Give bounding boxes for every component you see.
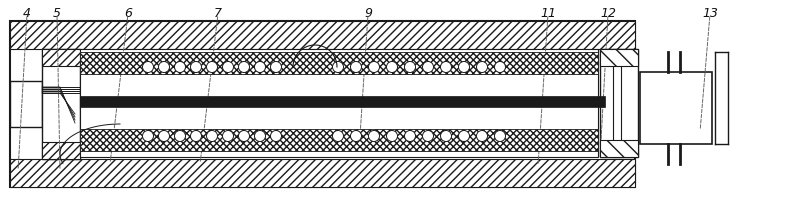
Circle shape <box>270 62 282 73</box>
Circle shape <box>333 62 343 73</box>
Circle shape <box>142 131 154 142</box>
Circle shape <box>238 131 250 142</box>
Text: 13: 13 <box>702 7 718 20</box>
Circle shape <box>386 131 398 142</box>
Circle shape <box>222 62 234 73</box>
Circle shape <box>333 131 343 142</box>
Circle shape <box>158 62 170 73</box>
Circle shape <box>190 131 202 142</box>
Circle shape <box>494 131 506 142</box>
Bar <box>600 140 638 157</box>
Text: 6: 6 <box>124 7 132 20</box>
Circle shape <box>458 131 470 142</box>
Circle shape <box>477 62 487 73</box>
Bar <box>600 50 638 67</box>
Text: 7: 7 <box>214 7 222 20</box>
Circle shape <box>386 62 398 73</box>
Circle shape <box>238 62 250 73</box>
Bar <box>42 50 80 67</box>
Circle shape <box>422 62 434 73</box>
Circle shape <box>206 131 218 142</box>
Circle shape <box>369 131 379 142</box>
Bar <box>10 159 635 187</box>
Circle shape <box>494 62 506 73</box>
Circle shape <box>441 131 451 142</box>
Bar <box>80 98 598 157</box>
Text: 9: 9 <box>364 7 372 20</box>
Circle shape <box>174 131 186 142</box>
Circle shape <box>405 62 415 73</box>
Circle shape <box>158 131 170 142</box>
Circle shape <box>369 62 379 73</box>
Circle shape <box>458 62 470 73</box>
Circle shape <box>254 62 266 73</box>
Circle shape <box>405 131 415 142</box>
Circle shape <box>190 62 202 73</box>
Bar <box>80 129 598 151</box>
Bar <box>80 53 598 75</box>
Circle shape <box>422 131 434 142</box>
Text: 12: 12 <box>600 7 616 20</box>
Bar <box>10 22 635 50</box>
Circle shape <box>350 131 362 142</box>
Bar <box>613 50 621 157</box>
Circle shape <box>222 131 234 142</box>
Bar <box>10 22 635 187</box>
Circle shape <box>350 62 362 73</box>
Circle shape <box>270 131 282 142</box>
Text: 5: 5 <box>53 7 61 20</box>
Bar <box>80 50 598 110</box>
Bar <box>42 50 80 159</box>
Text: 4: 4 <box>23 7 31 20</box>
Text: 11: 11 <box>540 7 556 20</box>
Circle shape <box>174 62 186 73</box>
Bar <box>42 142 80 159</box>
Bar <box>10 82 42 127</box>
Circle shape <box>142 62 154 73</box>
Circle shape <box>206 62 218 73</box>
Circle shape <box>441 62 451 73</box>
Bar <box>640 73 712 144</box>
Bar <box>600 50 638 157</box>
Circle shape <box>477 131 487 142</box>
Circle shape <box>254 131 266 142</box>
Bar <box>80 96 605 108</box>
